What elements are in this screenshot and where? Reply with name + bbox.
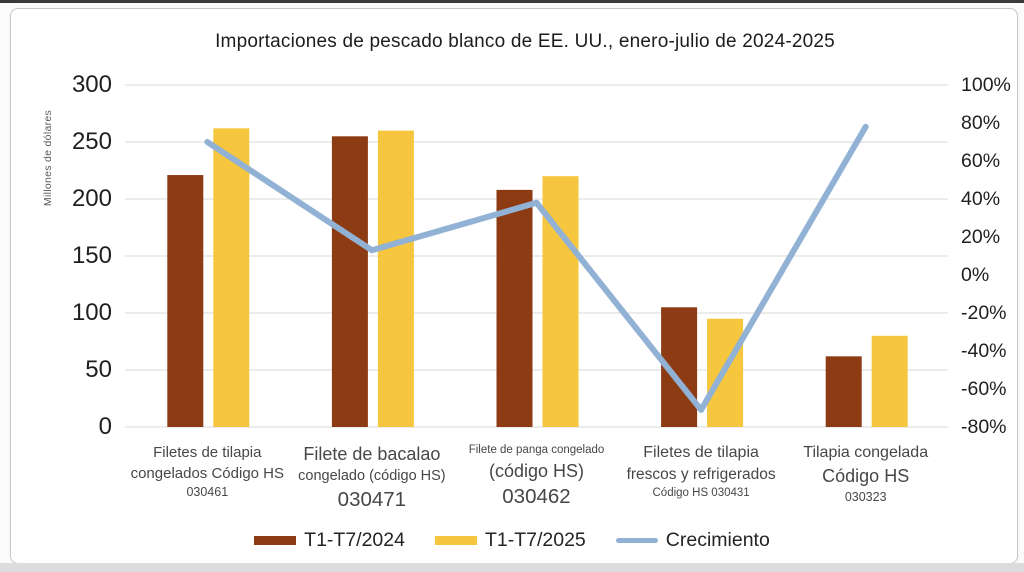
bar-T1-T7/2025 bbox=[871, 335, 908, 427]
x-axis-category-line: congelado (código HS) bbox=[298, 468, 446, 485]
legend-line-swatch-icon bbox=[615, 537, 658, 543]
bar-T1-T7/2025 bbox=[377, 130, 414, 427]
legend: T1-T7/2024 T1-T7/2025 Crecimiento bbox=[0, 529, 1024, 551]
right-axis-tick: 80% bbox=[961, 112, 1001, 134]
x-axis-category-line: Filete de bacalao bbox=[303, 444, 441, 464]
right-axis-tick: 20% bbox=[961, 226, 1001, 248]
x-axis-category-line: Filetes de tilapia bbox=[643, 444, 759, 461]
left-axis-tick: 150 bbox=[71, 242, 112, 269]
window-top-edge bbox=[0, 0, 1024, 3]
right-axis-tick: -80% bbox=[961, 416, 1007, 438]
x-axis-category-line: 030323 bbox=[844, 490, 887, 505]
line-series bbox=[204, 123, 869, 413]
legend-item: T1-T7/2024 bbox=[254, 529, 405, 551]
legend-label: T1-T7/2025 bbox=[484, 529, 586, 551]
right-axis-tick: 60% bbox=[961, 150, 1001, 172]
x-axis-category-line: Filetes de tilapia bbox=[153, 444, 262, 461]
left-axis-tick: 250 bbox=[71, 128, 112, 155]
x-axis-category-line: 030461 bbox=[186, 485, 229, 500]
bar-T1-T7/2024 bbox=[825, 356, 862, 427]
right-axis-tick: -40% bbox=[961, 340, 1007, 362]
right-axis-tick: 100% bbox=[961, 74, 1011, 96]
left-axis-tick: 100 bbox=[71, 299, 112, 326]
line-Crecimiento bbox=[204, 123, 869, 413]
x-axis-category-line: Código HS bbox=[822, 465, 910, 486]
left-axis-tick: 300 bbox=[71, 71, 112, 98]
x-axis-category-line: Filete de panga congelado bbox=[468, 444, 605, 456]
right-axis-tick: -60% bbox=[961, 378, 1007, 400]
x-axis-category-label: Tilapia congelada Código HS 030323 bbox=[771, 444, 961, 505]
right-axis-tick: 40% bbox=[961, 188, 1001, 210]
chart-title: Importaciones de pescado blanco de EE. U… bbox=[215, 31, 835, 52]
left-axis-tick: 50 bbox=[85, 356, 112, 383]
legend-item: Crecimiento bbox=[615, 529, 770, 551]
window-bottom-edge bbox=[0, 563, 1024, 572]
right-axis-tick: 0% bbox=[961, 264, 990, 286]
left-axis-tick: 0 bbox=[98, 413, 112, 440]
x-axis-category-line: Tilapia congelada bbox=[803, 444, 929, 461]
legend-item: T1-T7/2025 bbox=[434, 529, 586, 551]
right-axis-tick: -20% bbox=[961, 302, 1007, 324]
bar-T1-T7/2024 bbox=[167, 175, 204, 427]
legend-label: Crecimiento bbox=[665, 529, 770, 551]
left-axis-tick: 200 bbox=[71, 185, 112, 212]
x-axis-category-label: Filetes de tilapia frescos y refrigerados… bbox=[606, 444, 796, 501]
legend-label: T1-T7/2024 bbox=[304, 529, 405, 551]
x-axis-category-line: (código HS) bbox=[488, 460, 585, 481]
legend-bar-swatch-icon bbox=[434, 535, 477, 545]
x-axis-category-label: Filete de panga congelado (código HS) 0304… bbox=[442, 444, 632, 509]
bar-T1-T7/2024 bbox=[331, 136, 368, 428]
bar-series bbox=[167, 128, 908, 428]
bar-T1-T7/2025 bbox=[213, 128, 250, 427]
x-axis-category-line: 030471 bbox=[337, 488, 407, 512]
x-axis-category-label: Filetes de tilapia congelados Código HS 03… bbox=[112, 444, 302, 500]
legend-bar-swatch-icon bbox=[254, 535, 297, 545]
x-axis-category-line: Código HS 030431 bbox=[652, 487, 750, 500]
x-axis-category-line: congelados Código HS bbox=[130, 464, 285, 482]
x-axis-category-line: frescos y refrigerados bbox=[626, 465, 776, 483]
gridlines bbox=[125, 84, 948, 428]
x-axis-category-line: 030462 bbox=[502, 484, 571, 508]
x-axis-category-label: Filete de bacalao congelado (código HS) 03… bbox=[277, 444, 467, 513]
bar-T1-T7/2024 bbox=[496, 189, 533, 427]
